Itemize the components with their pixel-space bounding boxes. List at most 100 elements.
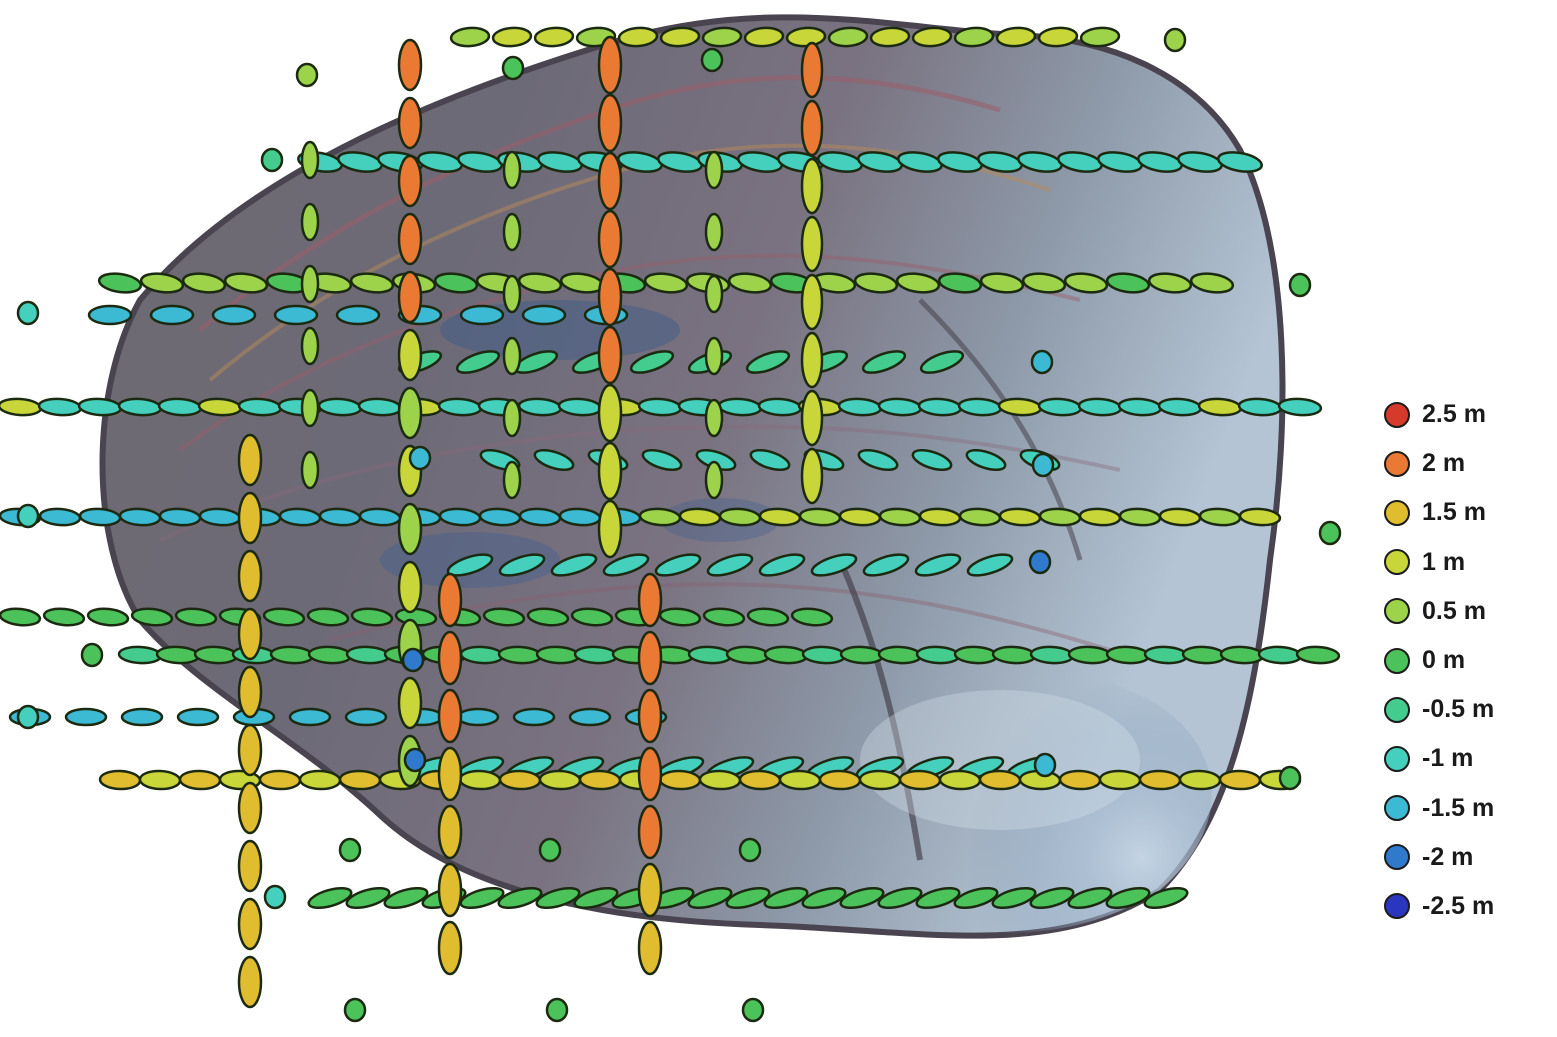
error-ellipse (1079, 26, 1121, 48)
error-ellipse (800, 99, 824, 157)
error-ellipse (746, 607, 790, 627)
error-ellipse (637, 630, 663, 686)
error-ellipse (938, 769, 982, 791)
error-ellipse (437, 630, 463, 686)
error-ellipse (502, 336, 522, 376)
error-ellipse (1030, 349, 1054, 375)
error-ellipse (704, 460, 724, 500)
legend-item-minus-1.5m: -1.5 m (1384, 784, 1554, 833)
error-ellipse (397, 560, 423, 614)
error-ellipse (502, 274, 522, 314)
error-ellipse (570, 607, 614, 627)
error-ellipse (237, 607, 263, 661)
error-ellipse (1177, 151, 1223, 173)
error-ellipse (827, 26, 869, 48)
error-ellipse (491, 26, 533, 48)
error-ellipse (897, 151, 943, 173)
error-ellipse (597, 325, 623, 385)
error-ellipse (704, 398, 724, 438)
error-ellipse (643, 272, 689, 294)
error-ellipse (758, 553, 806, 577)
error-ellipse (704, 274, 724, 314)
error-ellipse (738, 837, 762, 863)
error-ellipse (1028, 549, 1052, 575)
error-ellipse (457, 151, 503, 173)
error-ellipse (1278, 765, 1302, 791)
error-ellipse (617, 151, 663, 173)
error-ellipse (417, 151, 463, 173)
error-ellipse (403, 747, 427, 773)
error-ellipse (800, 389, 824, 447)
error-ellipse (0, 397, 43, 417)
error-ellipse (687, 886, 733, 910)
legend-label: -2 m (1422, 842, 1474, 871)
error-ellipse (898, 769, 942, 791)
error-ellipse (597, 209, 623, 269)
error-ellipse (800, 41, 824, 99)
legend-item-minus-0.5m: -0.5 m (1384, 685, 1554, 734)
error-ellipse (181, 272, 227, 294)
error-ellipse (535, 886, 581, 910)
error-ellipse (117, 645, 163, 665)
error-ellipse (502, 212, 522, 252)
error-ellipse (1058, 769, 1102, 791)
error-ellipse (237, 549, 263, 603)
error-ellipse (550, 553, 598, 577)
error-ellipse (1021, 272, 1067, 294)
error-ellipse (397, 38, 423, 92)
error-ellipse (345, 886, 391, 910)
error-ellipse (337, 151, 383, 173)
error-ellipse (911, 448, 953, 472)
legend-swatch (1384, 450, 1410, 477)
error-ellipse (991, 886, 1037, 910)
legend-item-1m: 1 m (1384, 538, 1554, 587)
error-ellipse (698, 769, 742, 791)
legend-label: 0 m (1422, 646, 1466, 675)
error-ellipse (853, 272, 899, 294)
error-ellipse (578, 769, 622, 791)
error-ellipse (502, 398, 522, 438)
error-ellipse (223, 272, 269, 294)
legend-item-minus-2m: -2 m (1384, 833, 1554, 882)
legend-item-0.5m: 0.5 m (1384, 587, 1554, 636)
error-ellipse (743, 26, 785, 48)
error-ellipse (37, 397, 83, 417)
error-ellipse (397, 502, 423, 556)
error-ellipse (1277, 397, 1323, 417)
error-ellipse (862, 553, 910, 577)
error-ellipse (397, 676, 423, 730)
error-ellipse (919, 350, 965, 374)
error-ellipse (1138, 769, 1182, 791)
error-ellipse (702, 607, 746, 627)
error-ellipse (658, 769, 702, 791)
error-ellipse (637, 920, 663, 976)
error-ellipse (800, 157, 824, 215)
error-ellipse (1063, 272, 1109, 294)
error-ellipse (700, 47, 724, 73)
error-ellipse (16, 503, 40, 529)
legend-label: 1.5 m (1422, 498, 1486, 527)
legend-swatch (1384, 499, 1410, 526)
error-ellipse (1057, 151, 1103, 173)
error-ellipse (42, 607, 86, 627)
error-ellipse (1037, 26, 1079, 48)
error-ellipse (657, 151, 703, 173)
error-ellipse (706, 553, 754, 577)
error-ellipse (300, 140, 320, 180)
legend-label: -2.5 m (1422, 891, 1495, 920)
error-ellipse (335, 304, 381, 326)
error-ellipse (573, 886, 619, 910)
error-ellipse (597, 93, 623, 153)
error-ellipse (1257, 645, 1303, 665)
error-ellipse (120, 707, 164, 727)
error-ellipse (338, 769, 382, 791)
error-ellipse (64, 707, 108, 727)
error-ellipse (857, 448, 899, 472)
error-ellipse (237, 723, 263, 777)
error-ellipse (300, 264, 320, 304)
error-ellipse (977, 151, 1023, 173)
error-ellipse (1017, 151, 1063, 173)
error-ellipse (877, 886, 923, 910)
legend-swatch (1384, 893, 1410, 920)
error-ellipse (617, 26, 659, 48)
